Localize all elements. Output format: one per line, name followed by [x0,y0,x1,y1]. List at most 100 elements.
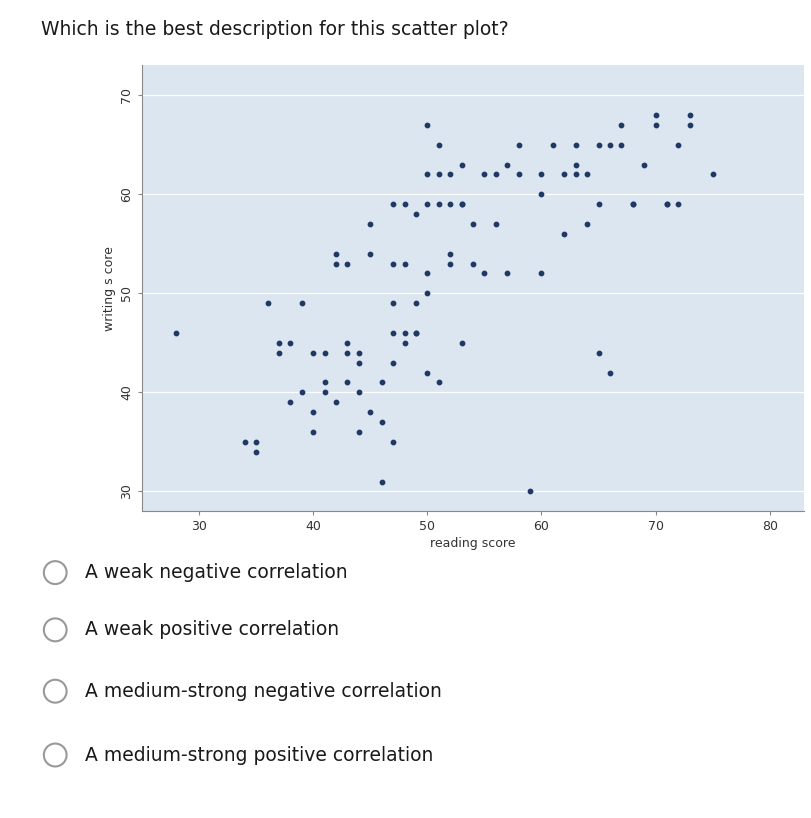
Point [352,386,365,399]
Point [431,376,444,389]
Point [375,376,388,389]
Point [534,168,547,181]
Point [706,168,719,181]
Point [512,168,525,181]
Point [614,138,627,151]
Point [386,198,399,211]
Point [557,168,570,181]
Point [625,198,638,211]
Point [420,366,433,379]
Point [386,257,399,270]
Point [386,356,399,369]
Point [648,119,661,132]
Point [466,218,479,231]
X-axis label: reading score: reading score [430,537,515,551]
Point [478,267,491,280]
Point [363,247,376,260]
Point [625,198,638,211]
Point [614,119,627,132]
Point [420,168,433,181]
Point [454,336,467,349]
Point [580,168,593,181]
Point [352,425,365,438]
Point [546,138,559,151]
Point [431,138,444,151]
Point [329,257,342,270]
Point [397,198,410,211]
Point [443,257,456,270]
Point [569,168,581,181]
Point [671,138,684,151]
Point [523,485,536,498]
Point [307,425,320,438]
Point [478,168,491,181]
Point [352,346,365,359]
Point [295,297,308,310]
Point [386,297,399,310]
Point [307,346,320,359]
Point [489,218,502,231]
Point [238,435,251,448]
Point [512,138,525,151]
Point [318,376,331,389]
Point [443,198,456,211]
Point [500,267,513,280]
Point [386,435,399,448]
Point [682,109,695,122]
Point [284,396,297,409]
Point [386,326,399,339]
Point [591,346,604,359]
Text: A weak positive correlation: A weak positive correlation [85,620,339,640]
Point [648,109,661,122]
Point [295,386,308,399]
Point [580,218,593,231]
Point [557,227,570,240]
Point [169,326,182,339]
Point [307,406,320,419]
Point [272,346,285,359]
Point [341,257,354,270]
Point [409,326,422,339]
Point [569,138,581,151]
Point [443,247,456,260]
Point [284,336,297,349]
Point [431,198,444,211]
Point [489,168,502,181]
Point [603,366,616,379]
Point [591,198,604,211]
Point [341,376,354,389]
Point [250,435,263,448]
Point [409,326,422,339]
Text: A medium-strong negative correlation: A medium-strong negative correlation [85,681,442,701]
Point [318,386,331,399]
Point [397,336,410,349]
Point [318,346,331,359]
Point [261,297,274,310]
Point [466,257,479,270]
Point [534,187,547,200]
Point [534,267,547,280]
Point [420,287,433,300]
Point [397,326,410,339]
Point [454,158,467,171]
Point [341,346,354,359]
Point [341,336,354,349]
Point [454,198,467,211]
Point [409,297,422,310]
Point [500,158,513,171]
Point [352,356,365,369]
Point [329,396,342,409]
Point [431,168,444,181]
Point [671,198,684,211]
Point [329,247,342,260]
Point [637,158,650,171]
Point [603,138,616,151]
Point [375,475,388,488]
Point [659,198,672,211]
Point [250,445,263,458]
Point [454,198,467,211]
Point [363,406,376,419]
Point [397,257,410,270]
Point [591,138,604,151]
Text: A medium-strong positive correlation: A medium-strong positive correlation [85,745,433,765]
